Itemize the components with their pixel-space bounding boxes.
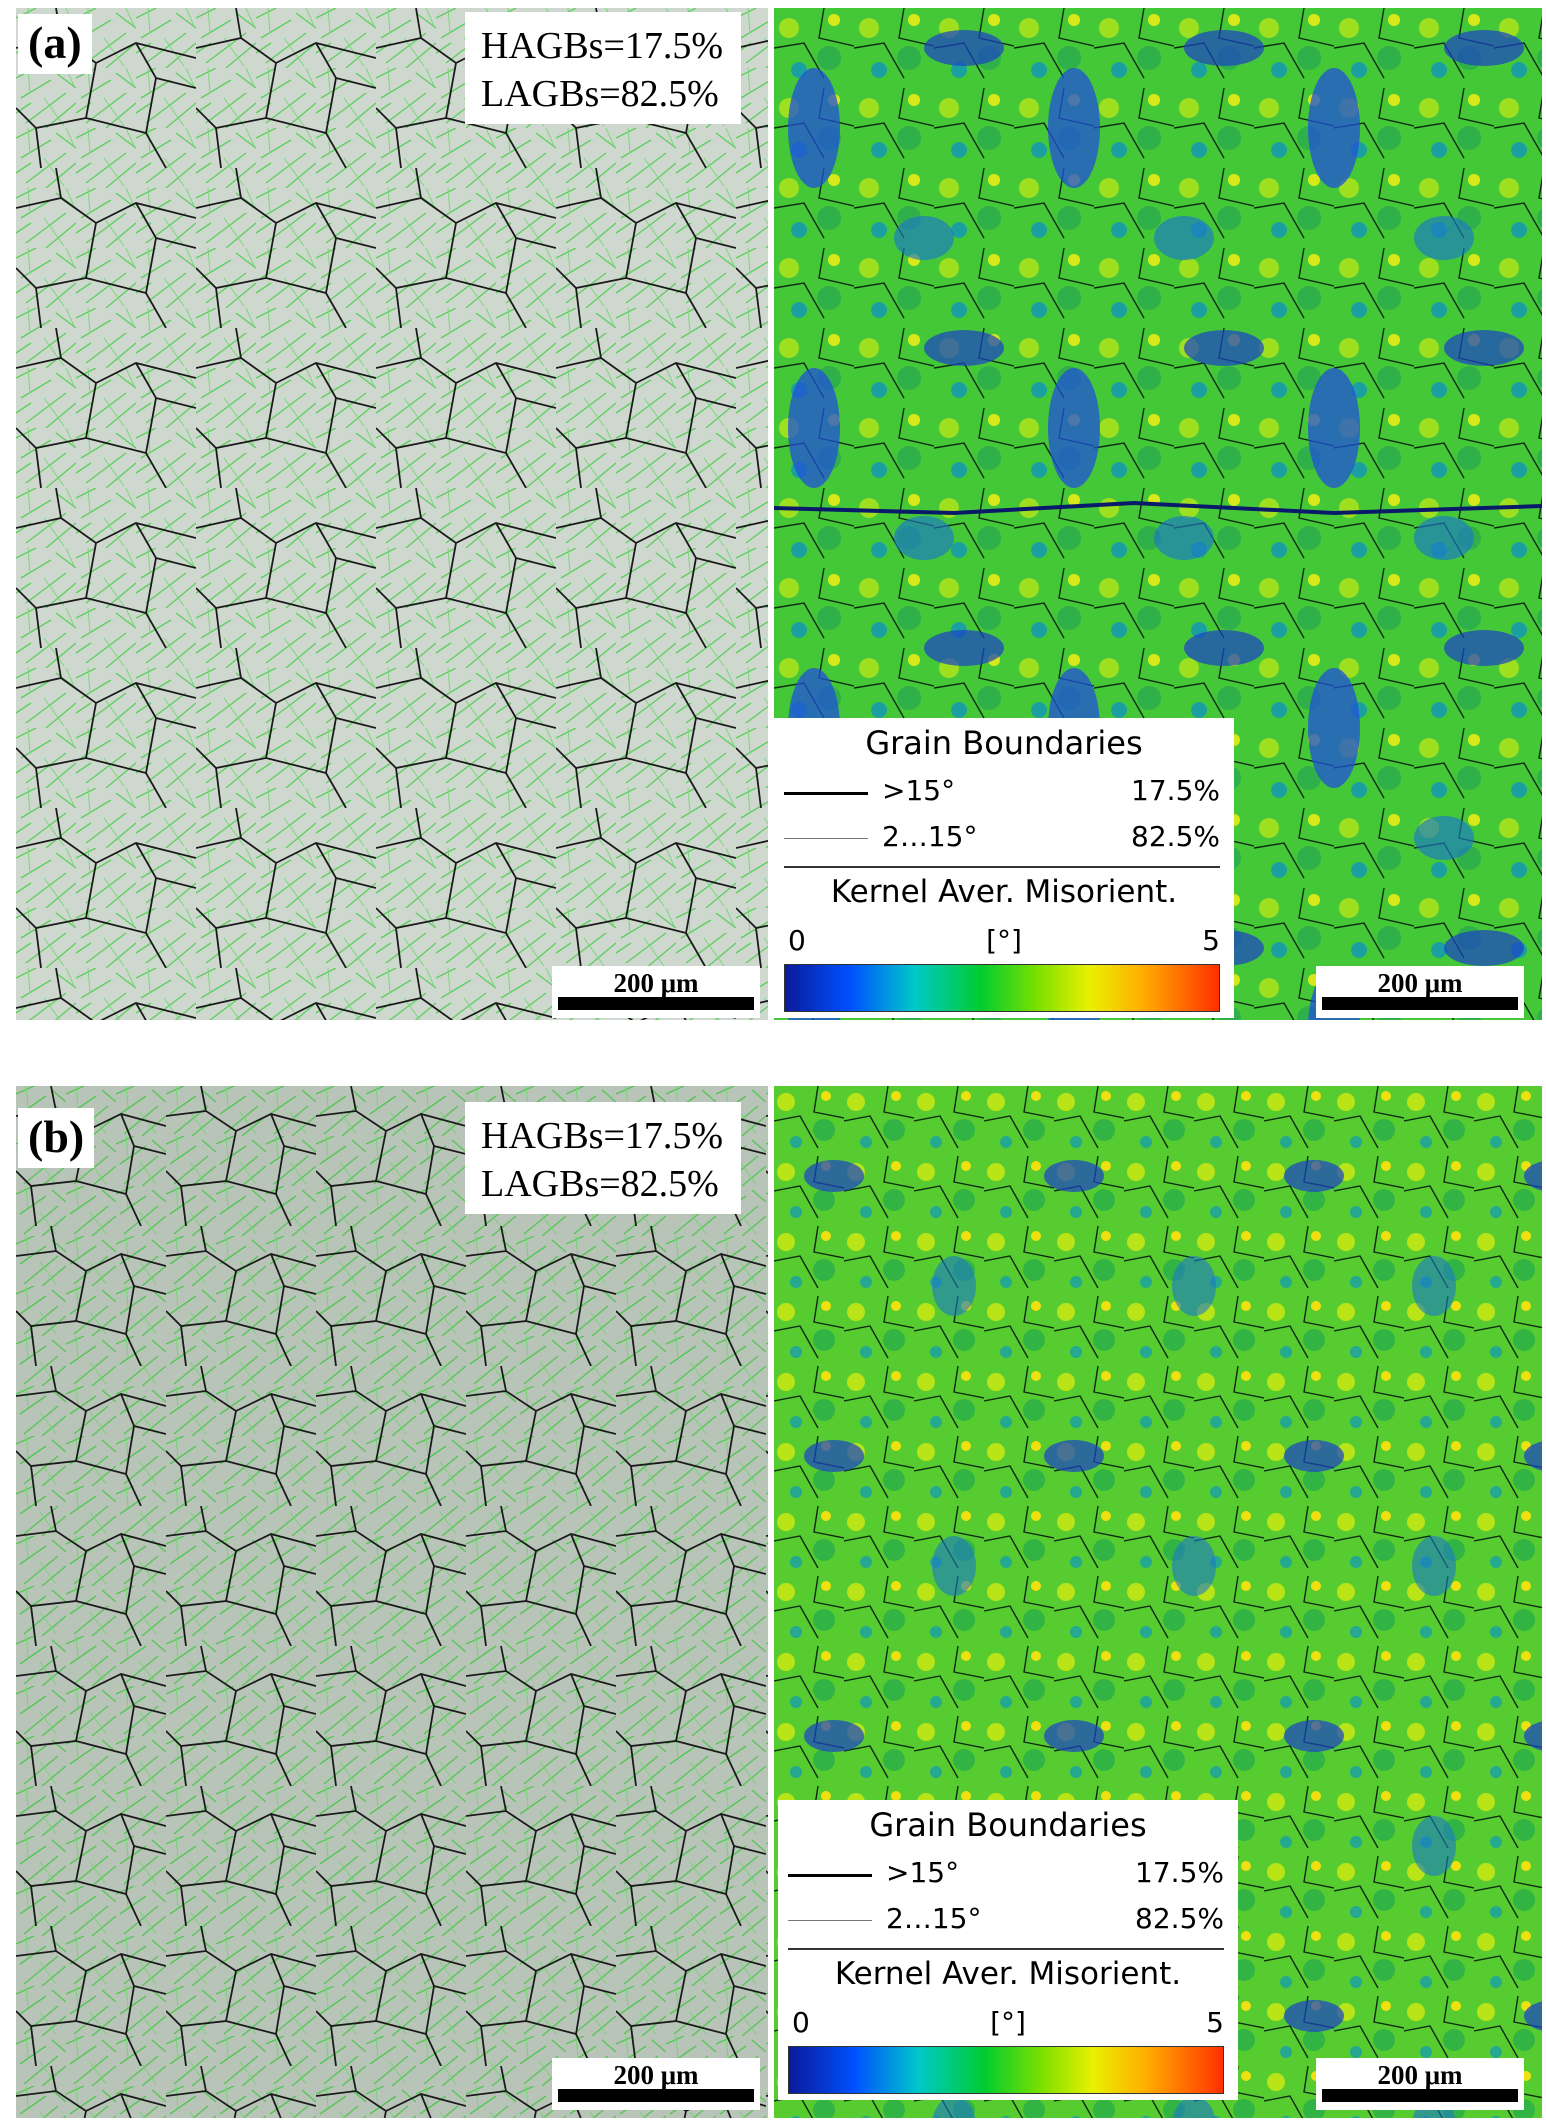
hagbs-text-a: HAGBs=17.5% bbox=[481, 25, 724, 67]
kam-colorbar bbox=[784, 964, 1220, 1012]
legend-row-name: >15° bbox=[882, 774, 956, 807]
boundary-map-image-a bbox=[16, 8, 768, 1020]
legend-a: Grain Boundaries >15° 17.5% 2…15° 82.5% … bbox=[774, 718, 1234, 1018]
legend-row-value: 17.5% bbox=[1131, 774, 1220, 807]
legend-divider bbox=[784, 866, 1220, 868]
kam-title: Kernel Aver. Misorient. bbox=[830, 874, 1178, 910]
kam-title: Kernel Aver. Misorient. bbox=[834, 1956, 1182, 1992]
kam-colorbar bbox=[788, 2046, 1224, 2094]
hagb-line-swatch bbox=[784, 792, 868, 795]
hagb-line-swatch bbox=[788, 1874, 872, 1877]
kam-map-graphic-a bbox=[774, 8, 1542, 1020]
scalebar-bar bbox=[558, 2089, 754, 2102]
gb-fraction-box-a: HAGBs=17.5% LAGBs=82.5% bbox=[465, 12, 742, 124]
scalebar-label: 200 μm bbox=[1377, 968, 1463, 998]
scalebar-label: 200 μm bbox=[1377, 2060, 1463, 2090]
legend-row-value: 82.5% bbox=[1135, 1902, 1224, 1935]
panel-label-a: (a) bbox=[18, 14, 92, 74]
scalebar-right-a: 200 μm bbox=[1316, 966, 1524, 1018]
panel-a: (a) HAGBs=17.5% LAGBs=82.5% 200 μm 200 μ… bbox=[0, 0, 1546, 1030]
kam-unit: [°] bbox=[986, 924, 1022, 957]
scalebar-left-a: 200 μm bbox=[552, 966, 760, 1018]
kam-max: 5 bbox=[1202, 924, 1220, 957]
kam-min: 0 bbox=[788, 924, 806, 957]
kam-map-image-a bbox=[774, 8, 1542, 1020]
scalebar-label: 200 μm bbox=[613, 968, 699, 998]
panel-label-b: (b) bbox=[18, 1108, 95, 1168]
hagbs-text-b: HAGBs=17.5% bbox=[481, 1115, 724, 1157]
gb-fraction-box-b: HAGBs=17.5% LAGBs=82.5% bbox=[465, 1102, 742, 1214]
legend-title: Grain Boundaries bbox=[869, 1806, 1147, 1844]
legend-row-lagb: 2…15° 82.5% bbox=[784, 818, 1220, 858]
lagbs-text-b: LAGBs=82.5% bbox=[481, 1163, 719, 1205]
legend-b: Grain Boundaries >15° 17.5% 2…15° 82.5% … bbox=[778, 1800, 1238, 2100]
legend-row-value: 17.5% bbox=[1135, 1856, 1224, 1889]
boundary-map-graphic-b bbox=[16, 1086, 768, 2118]
scalebar-label: 200 μm bbox=[613, 2060, 699, 2090]
scalebar-bar bbox=[1322, 2089, 1518, 2102]
legend-title: Grain Boundaries bbox=[865, 724, 1143, 762]
scalebar-bar bbox=[1322, 997, 1518, 1010]
legend-row-lagb: 2…15° 82.5% bbox=[788, 1900, 1224, 1940]
legend-divider bbox=[788, 1948, 1224, 1950]
lagbs-text-a: LAGBs=82.5% bbox=[481, 73, 719, 115]
kam-unit: [°] bbox=[990, 2006, 1026, 2039]
scalebar-right-b: 200 μm bbox=[1316, 2058, 1524, 2110]
boundary-map-image-b bbox=[16, 1086, 768, 2118]
scalebar-left-b: 200 μm bbox=[552, 2058, 760, 2110]
kam-max: 5 bbox=[1206, 2006, 1224, 2039]
lagb-line-swatch bbox=[784, 838, 868, 839]
legend-row-name: 2…15° bbox=[882, 820, 978, 853]
legend-row-hagb: >15° 17.5% bbox=[788, 1854, 1224, 1894]
legend-row-name: >15° bbox=[886, 1856, 960, 1889]
legend-row-value: 82.5% bbox=[1131, 820, 1220, 853]
panel-b: (b) HAGBs=17.5% LAGBs=82.5% 200 μm 200 μ… bbox=[0, 1086, 1546, 2126]
legend-row-name: 2…15° bbox=[886, 1902, 982, 1935]
boundary-map-graphic-a bbox=[16, 8, 768, 1020]
kam-min: 0 bbox=[792, 2006, 810, 2039]
lagb-line-swatch bbox=[788, 1920, 872, 1921]
legend-row-hagb: >15° 17.5% bbox=[784, 772, 1220, 812]
scalebar-bar bbox=[558, 997, 754, 1010]
